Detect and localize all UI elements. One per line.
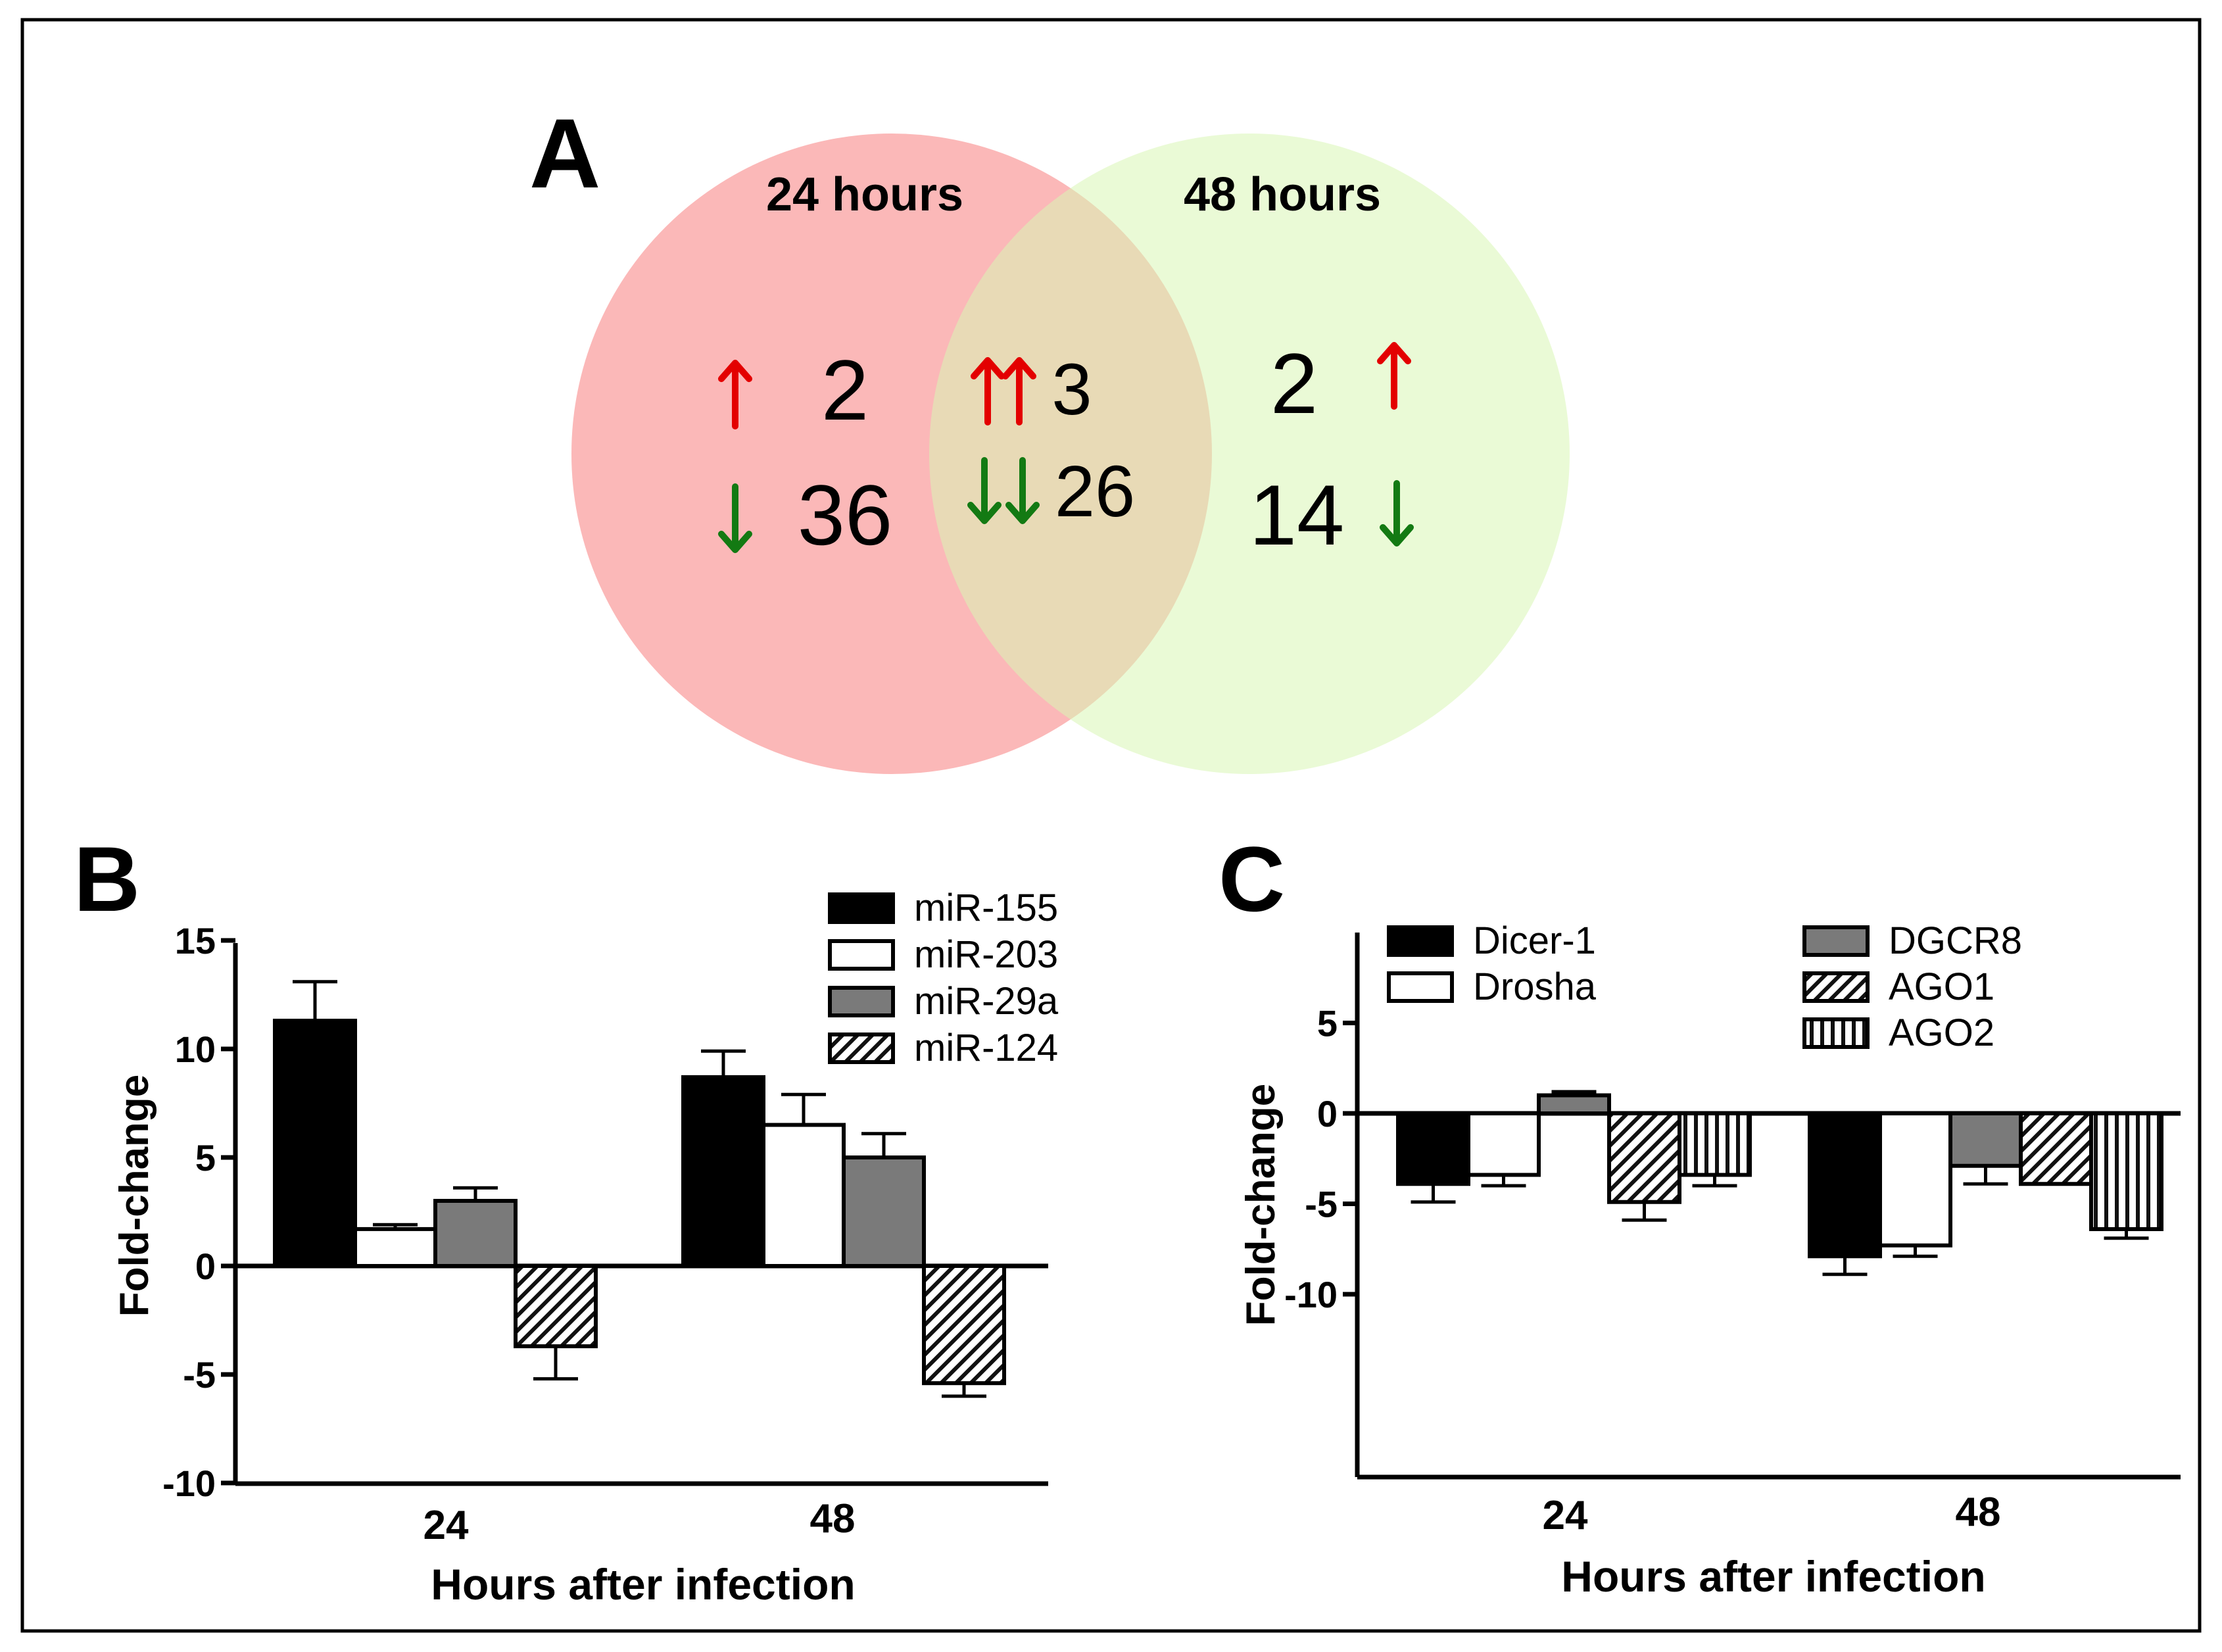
panel-b-xtick-48: 48 (810, 1496, 856, 1542)
panel-c-xtick-48: 48 (1956, 1490, 2001, 1535)
legend-swatch-mir-155 (828, 892, 895, 924)
bar-mir-124-24 (514, 1264, 598, 1349)
down-arrow-icon (718, 483, 752, 553)
panel-a: A 24 hours 48 hours 2 36 3 26 2 14 (529, 98, 1570, 774)
venn-overlap-up-count: 3 (1051, 349, 1092, 430)
bar-mir-29a-24 (433, 1199, 518, 1268)
y-tick-label: -10 (162, 1463, 216, 1504)
bar-mir-124-48 (922, 1264, 1006, 1386)
legend-swatch-dicer-1 (1387, 925, 1454, 957)
y-tick-label: -5 (1305, 1184, 1338, 1225)
venn-right-down-count: 14 (1249, 467, 1345, 563)
bar-drosha-48 (1878, 1111, 1952, 1248)
y-tick-label: 10 (175, 1029, 216, 1070)
legend-label-mir-124: miR-124 (914, 1027, 1058, 1069)
legend-swatch-ago2 (1802, 1017, 1870, 1049)
panel-a-letter: A (529, 98, 600, 208)
y-tick-label: 0 (195, 1246, 216, 1287)
venn-title-24h: 24 hours (766, 168, 963, 221)
legend-label-mir-203: miR-203 (914, 933, 1058, 976)
bar-mir-203-48 (761, 1123, 846, 1268)
bar-drosha-24 (1466, 1111, 1541, 1177)
down-arrow-icon (1380, 480, 1414, 547)
y-tick-label: -10 (1284, 1274, 1338, 1315)
bar-ago1-48 (2019, 1111, 2093, 1186)
up-arrow-icon (718, 360, 752, 429)
panel-b-xtick-24: 24 (423, 1503, 469, 1548)
bar-dicer-1-24 (1396, 1111, 1470, 1186)
legend-label-dicer-1: Dicer-1 (1473, 919, 1596, 962)
bar-mir-155-48 (681, 1075, 765, 1269)
legend-label-mir-155: miR-155 (914, 887, 1058, 929)
venn-circle-48h (929, 134, 1570, 774)
panel-b-chart: B 15 10 5 0 -5 -10 24 48 Hours after infectio… (74, 827, 1059, 1609)
legend-label-mir-29a: miR-29a (914, 980, 1059, 1023)
panel-c-y-label: Fold-change (1238, 1084, 1284, 1326)
double-down-arrow-icon (967, 457, 1040, 524)
bar-dgcr8-24 (1537, 1093, 1611, 1115)
bar-ago1-24 (1607, 1111, 1681, 1204)
legend-swatch-mir-203 (828, 939, 895, 971)
double-up-arrow-icon (971, 357, 1036, 425)
y-tick-label: 5 (1317, 1003, 1338, 1044)
up-arrow-icon (1377, 342, 1411, 410)
y-tick-label: -5 (183, 1354, 216, 1396)
panel-b-y-label: Fold-change (112, 1075, 157, 1317)
legend-label-dgcr8: DGCR8 (1889, 919, 2022, 962)
panel-c-xtick-24: 24 (1543, 1493, 1588, 1538)
bar-mir-29a-48 (842, 1155, 926, 1268)
venn-left-up-count: 2 (821, 342, 869, 438)
venn-left-down-count: 36 (798, 467, 893, 563)
panel-b-letter: B (74, 827, 140, 931)
panel-c-chart: C 5 0 -5 -10 24 48 Hours after infection Fo… (1219, 827, 2181, 1601)
panel-c-letter: C (1219, 827, 1285, 931)
legend-swatch-mir-29a (828, 986, 895, 1017)
panel-c-x-label: Hours after infection (1561, 1552, 1985, 1601)
bar-dicer-1-48 (1808, 1111, 1882, 1259)
legend-label-ago2: AGO2 (1889, 1011, 1994, 1054)
legend-swatch-mir-124 (828, 1032, 895, 1064)
bar-mir-155-24 (273, 1019, 357, 1268)
y-tick-label: 15 (175, 920, 216, 961)
legend-label-ago1: AGO1 (1889, 965, 1994, 1008)
venn-title-48h: 48 hours (1184, 168, 1381, 221)
y-tick-label: 5 (195, 1137, 216, 1178)
bar-ago2-24 (1678, 1111, 1752, 1177)
legend-swatch-ago1 (1802, 971, 1870, 1003)
venn-overlap-down-count: 26 (1055, 451, 1135, 532)
bar-ago2-48 (2089, 1111, 2163, 1231)
legend-label-drosha: Drosha (1473, 965, 1597, 1008)
bar-mir-203-24 (353, 1227, 437, 1269)
venn-right-up-count: 2 (1270, 335, 1318, 431)
y-tick-label: 0 (1317, 1093, 1338, 1134)
bar-dgcr8-48 (1948, 1111, 2023, 1168)
legend-swatch-dgcr8 (1802, 925, 1870, 957)
panel-b-x-label: Hours after infection (431, 1560, 855, 1609)
legend-swatch-drosha (1387, 971, 1454, 1003)
